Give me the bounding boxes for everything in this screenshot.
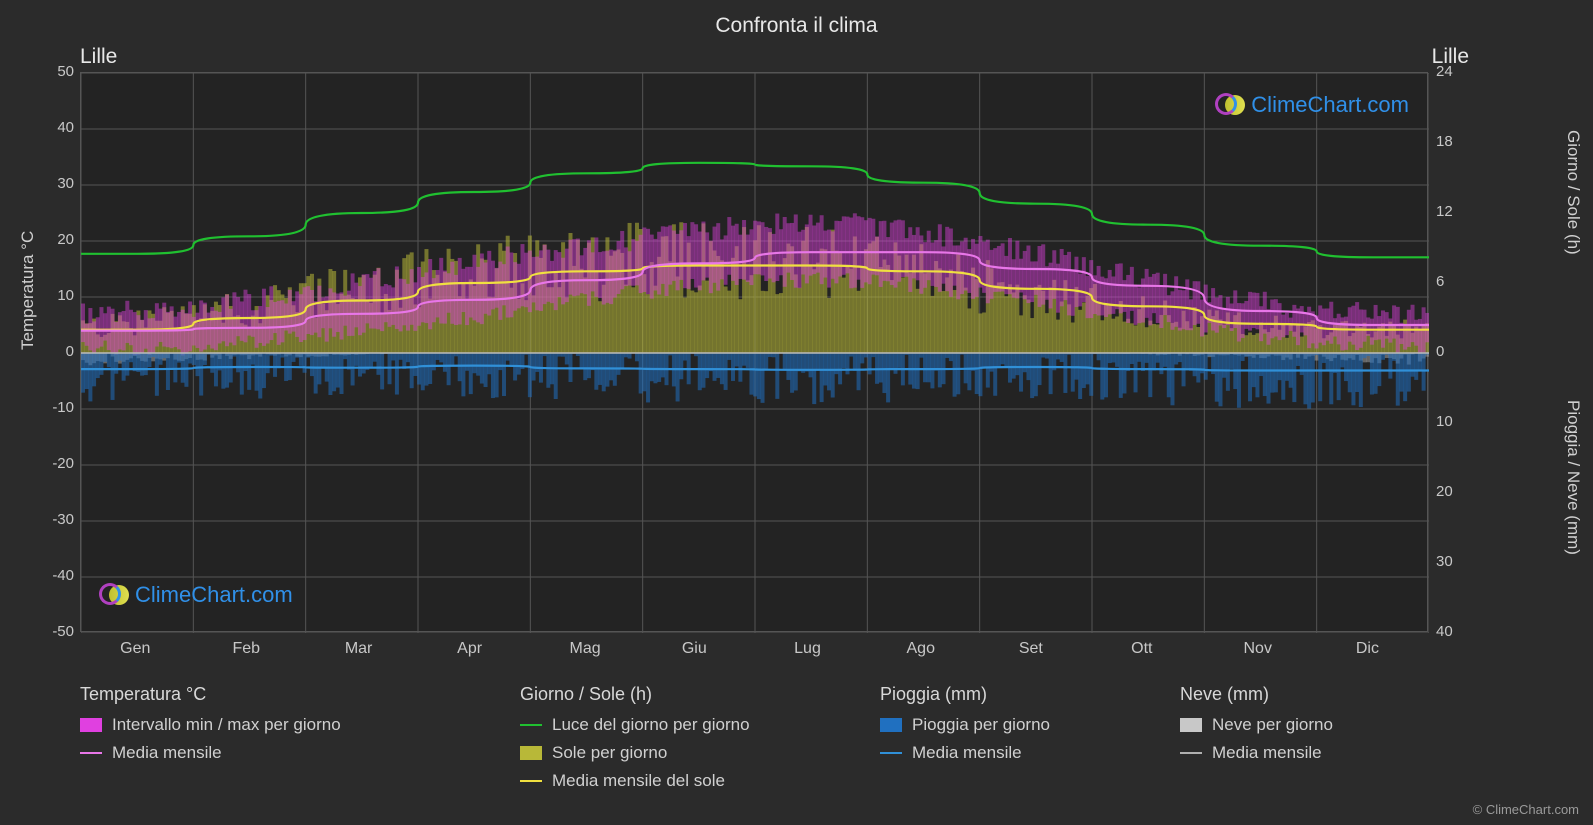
month-label: Ago (907, 640, 935, 658)
month-label: Apr (457, 640, 482, 658)
legend-item: Neve per giorno (1180, 715, 1480, 735)
watermark-top: ClimeChart.com (1215, 91, 1409, 119)
left-tick: -30 (52, 511, 74, 528)
right-tick-hours: 24 (1436, 63, 1453, 80)
legend-label: Sole per giorno (552, 743, 667, 763)
legend-item: Intervallo min / max per giorno (80, 715, 480, 735)
month-label: Mag (570, 640, 601, 658)
right-tick-hours: 6 (1436, 273, 1444, 290)
month-label: Nov (1244, 640, 1272, 658)
legend-col-daylight: Giorno / Sole (h) Luce del giorno per gi… (520, 684, 920, 799)
legend-label: Media mensile del sole (552, 771, 725, 791)
month-label: Mar (345, 640, 373, 658)
month-label: Set (1019, 640, 1043, 658)
y-axis-label-left: Temperatura °C (18, 231, 38, 350)
legend-line-icon (520, 780, 542, 782)
left-tick: 20 (57, 231, 74, 248)
legend-label: Media mensile (112, 743, 222, 763)
legend-label: Intervallo min / max per giorno (112, 715, 341, 735)
month-label: Ott (1131, 640, 1152, 658)
legend-item: Media mensile del sole (520, 771, 920, 791)
legend-line-icon (520, 724, 542, 726)
logo-icon (1215, 91, 1243, 119)
watermark-text: ClimeChart.com (135, 582, 293, 608)
left-tick: 0 (66, 343, 74, 360)
left-tick: 10 (57, 287, 74, 304)
left-tick: 50 (57, 63, 74, 80)
plot-area: ClimeChart.com ClimeChart.com (80, 72, 1428, 632)
chart-title: Confronta il clima (0, 14, 1593, 38)
month-label: Giu (682, 640, 707, 658)
legend-items: Intervallo min / max per giorno Media men… (80, 715, 480, 763)
legend-items: Pioggia per giorno Media mensile (880, 715, 1180, 763)
left-tick: -40 (52, 567, 74, 584)
left-tick: 40 (57, 119, 74, 136)
legend-header: Pioggia (mm) (880, 684, 1180, 705)
legend-label: Media mensile (1212, 743, 1322, 763)
left-tick: -20 (52, 455, 74, 472)
legend-header: Giorno / Sole (h) (520, 684, 920, 705)
right-tick-mm: 10 (1436, 413, 1453, 430)
y-axis-label-right-top: Giorno / Sole (h) (1563, 130, 1583, 255)
right-tick-hours: 12 (1436, 203, 1453, 220)
legend-item: Sole per giorno (520, 743, 920, 763)
legend-items: Neve per giorno Media mensile (1180, 715, 1480, 763)
legend-swatch-icon (520, 746, 542, 760)
legend-label: Pioggia per giorno (912, 715, 1050, 735)
footer-copyright: © ClimeChart.com (1473, 802, 1579, 817)
y-axis-label-right-bottom: Pioggia / Neve (mm) (1563, 400, 1583, 555)
legend-label: Luce del giorno per giorno (552, 715, 750, 735)
legend-header: Neve (mm) (1180, 684, 1480, 705)
legend-label: Neve per giorno (1212, 715, 1333, 735)
month-label: Dic (1356, 640, 1379, 658)
legend-item: Media mensile (1180, 743, 1480, 763)
legend-label: Media mensile (912, 743, 1022, 763)
month-label: Feb (233, 640, 261, 658)
right-tick-mm: 20 (1436, 483, 1453, 500)
legend-swatch-icon (1180, 718, 1202, 732)
legend-item: Media mensile (880, 743, 1180, 763)
logo-icon (99, 581, 127, 609)
watermark-bottom: ClimeChart.com (99, 581, 293, 609)
legend-col-temperature: Temperatura °C Intervallo min / max per … (80, 684, 480, 771)
chart-svg (81, 73, 1429, 633)
legend-item: Pioggia per giorno (880, 715, 1180, 735)
right-tick-hours: 0 (1436, 343, 1444, 360)
legend-line-icon (80, 752, 102, 754)
legend-swatch-icon (880, 718, 902, 732)
month-label: Gen (120, 640, 150, 658)
left-tick: -10 (52, 399, 74, 416)
legend-header: Temperatura °C (80, 684, 480, 705)
legend-line-icon (880, 752, 902, 754)
legend-items: Luce del giorno per giorno Sole per giorn… (520, 715, 920, 791)
chart-container: Confronta il clima Lille Lille Temperatu… (0, 0, 1593, 825)
legend-item: Luce del giorno per giorno (520, 715, 920, 735)
legend-swatch-icon (80, 718, 102, 732)
legend-line-icon (1180, 752, 1202, 754)
left-tick: -50 (52, 623, 74, 640)
city-label-left: Lille (80, 45, 117, 69)
right-tick-hours: 18 (1436, 133, 1453, 150)
right-tick-mm: 40 (1436, 623, 1453, 640)
right-tick-mm: 30 (1436, 553, 1453, 570)
legend-item: Media mensile (80, 743, 480, 763)
watermark-text: ClimeChart.com (1251, 92, 1409, 118)
left-tick: 30 (57, 175, 74, 192)
legend-col-rain: Pioggia (mm) Pioggia per giorno Media men… (880, 684, 1180, 771)
legend-col-snow: Neve (mm) Neve per giorno Media mensile (1180, 684, 1480, 771)
month-label: Lug (794, 640, 821, 658)
